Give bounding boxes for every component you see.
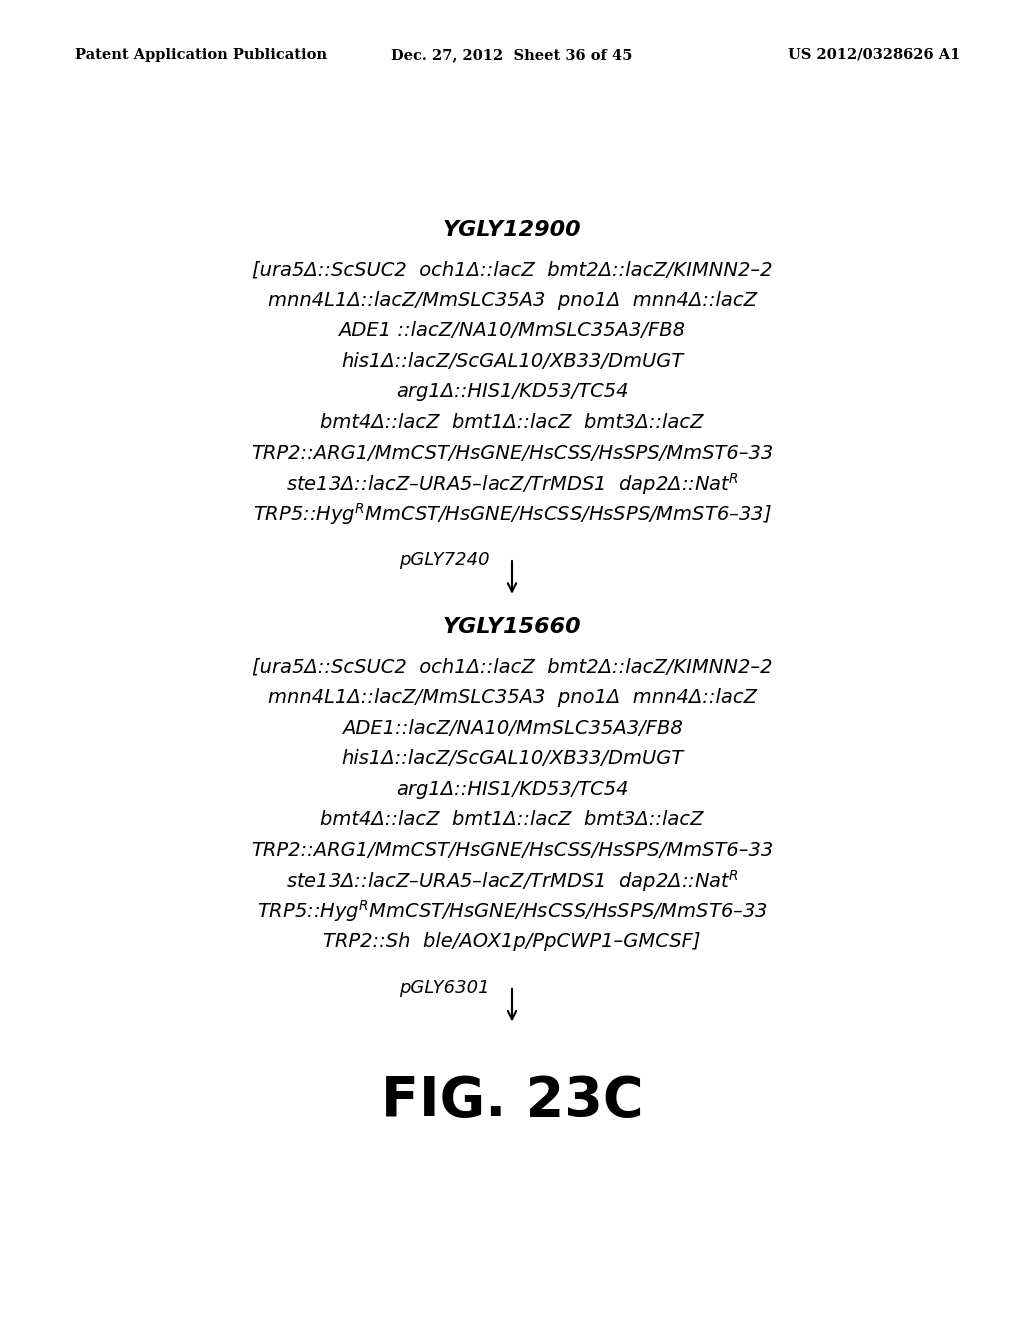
Text: US 2012/0328626 A1: US 2012/0328626 A1 xyxy=(787,48,961,62)
Text: TRP5::Hyg$^R$MmCST/HsGNE/HsCSS/HsSPS/MmST6–33: TRP5::Hyg$^R$MmCST/HsGNE/HsCSS/HsSPS/MmS… xyxy=(257,899,767,924)
Text: ADE1 ::lacZ/NA10/MmSLC35A3/FB8: ADE1 ::lacZ/NA10/MmSLC35A3/FB8 xyxy=(339,321,685,341)
Text: [ura5Δ::ScSUC2  och1Δ::lacZ  bmt2Δ::lacZ/KIMNN2–2: [ura5Δ::ScSUC2 och1Δ::lacZ bmt2Δ::lacZ/K… xyxy=(252,260,772,280)
Text: mnn4L1Δ::lacZ/MmSLC35A3  pno1Δ  mnn4Δ::lacZ: mnn4L1Δ::lacZ/MmSLC35A3 pno1Δ mnn4Δ::lac… xyxy=(267,290,757,310)
Text: TRP5::Hyg$^R$MmCST/HsGNE/HsCSS/HsSPS/MmST6–33]: TRP5::Hyg$^R$MmCST/HsGNE/HsCSS/HsSPS/MmS… xyxy=(253,502,771,527)
Text: his1Δ::lacZ/ScGAL10/XB33/DmUGT: his1Δ::lacZ/ScGAL10/XB33/DmUGT xyxy=(341,352,683,371)
Text: arg1Δ::HIS1/KD53/TC54: arg1Δ::HIS1/KD53/TC54 xyxy=(395,780,629,799)
Text: ste13Δ::lacZ–URA5–lacZ/TrMDS1  dap2Δ::Nat$^R$: ste13Δ::lacZ–URA5–lacZ/TrMDS1 dap2Δ::Nat… xyxy=(286,471,738,496)
Text: ste13Δ::lacZ–URA5–lacZ/TrMDS1  dap2Δ::Nat$^R$: ste13Δ::lacZ–URA5–lacZ/TrMDS1 dap2Δ::Nat… xyxy=(286,867,738,894)
Text: YGLY15660: YGLY15660 xyxy=(442,618,582,638)
Text: TRP2::ARG1/MmCST/HsGNE/HsCSS/HsSPS/MmST6–33: TRP2::ARG1/MmCST/HsGNE/HsCSS/HsSPS/MmST6… xyxy=(251,841,773,859)
Text: ADE1::lacZ/NA10/MmSLC35A3/FB8: ADE1::lacZ/NA10/MmSLC35A3/FB8 xyxy=(342,718,682,738)
Text: arg1Δ::HIS1/KD53/TC54: arg1Δ::HIS1/KD53/TC54 xyxy=(395,383,629,401)
Text: YGLY12900: YGLY12900 xyxy=(442,220,582,240)
Text: bmt4Δ::lacZ  bmt1Δ::lacZ  bmt3Δ::lacZ: bmt4Δ::lacZ bmt1Δ::lacZ bmt3Δ::lacZ xyxy=(321,413,703,432)
Text: pGLY7240: pGLY7240 xyxy=(399,550,490,569)
Text: his1Δ::lacZ/ScGAL10/XB33/DmUGT: his1Δ::lacZ/ScGAL10/XB33/DmUGT xyxy=(341,750,683,768)
Text: pGLY6301: pGLY6301 xyxy=(399,978,490,997)
Text: TRP2::ARG1/MmCST/HsGNE/HsCSS/HsSPS/MmST6–33: TRP2::ARG1/MmCST/HsGNE/HsCSS/HsSPS/MmST6… xyxy=(251,444,773,462)
Text: Dec. 27, 2012  Sheet 36 of 45: Dec. 27, 2012 Sheet 36 of 45 xyxy=(391,48,633,62)
Text: TRP2::Sh  ble/AOX1p/PpCWP1–GMCSF]: TRP2::Sh ble/AOX1p/PpCWP1–GMCSF] xyxy=(324,932,700,952)
Text: FIG. 23C: FIG. 23C xyxy=(381,1074,643,1127)
Text: [ura5Δ::ScSUC2  och1Δ::lacZ  bmt2Δ::lacZ/KIMNN2–2: [ura5Δ::ScSUC2 och1Δ::lacZ bmt2Δ::lacZ/K… xyxy=(252,657,772,676)
Text: Patent Application Publication: Patent Application Publication xyxy=(75,48,327,62)
Text: bmt4Δ::lacZ  bmt1Δ::lacZ  bmt3Δ::lacZ: bmt4Δ::lacZ bmt1Δ::lacZ bmt3Δ::lacZ xyxy=(321,810,703,829)
Text: mnn4L1Δ::lacZ/MmSLC35A3  pno1Δ  mnn4Δ::lacZ: mnn4L1Δ::lacZ/MmSLC35A3 pno1Δ mnn4Δ::lac… xyxy=(267,688,757,708)
